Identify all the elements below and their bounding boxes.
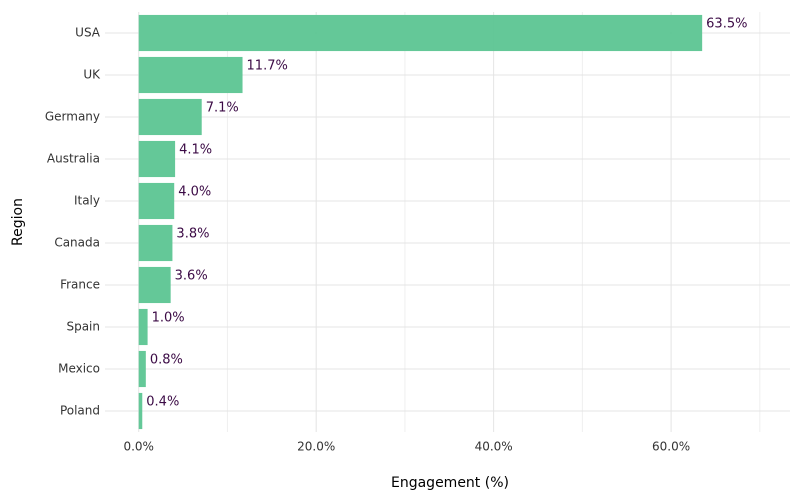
y-tick-label: Italy xyxy=(74,194,100,208)
value-label: 3.6% xyxy=(175,269,208,284)
bar xyxy=(138,266,171,304)
bar xyxy=(138,182,175,220)
value-label: 0.8% xyxy=(150,353,183,368)
bar xyxy=(138,224,173,262)
bar xyxy=(138,14,703,52)
bar xyxy=(138,350,146,388)
y-axis-title: Region xyxy=(10,198,26,246)
x-tick-label: 20.0% xyxy=(297,440,335,454)
value-label: 3.8% xyxy=(176,227,209,242)
value-label: 1.0% xyxy=(152,311,185,326)
y-tick-label: Spain xyxy=(66,320,100,334)
bar xyxy=(138,392,143,430)
y-tick-label: UK xyxy=(83,68,101,82)
bar xyxy=(138,98,202,136)
bar xyxy=(138,140,176,178)
y-tick-label: USA xyxy=(75,26,101,40)
x-tick-label: 0.0% xyxy=(123,440,154,454)
y-tick-label: Canada xyxy=(54,236,100,250)
value-label: 11.7% xyxy=(247,59,288,74)
y-tick-label: Australia xyxy=(47,152,100,166)
bar xyxy=(138,308,148,346)
y-tick-label: France xyxy=(60,278,100,292)
value-label: 63.5% xyxy=(706,17,747,32)
y-tick-label: Germany xyxy=(45,110,100,124)
x-tick-label: 60.0% xyxy=(652,440,690,454)
bar xyxy=(138,56,243,94)
x-axis-title: Engagement (%) xyxy=(391,475,509,491)
x-tick-label: 40.0% xyxy=(475,440,513,454)
value-label: 7.1% xyxy=(206,101,239,116)
value-label: 4.0% xyxy=(178,185,211,200)
value-label: 4.1% xyxy=(179,143,212,158)
y-tick-label: Mexico xyxy=(58,362,100,376)
value-label: 0.4% xyxy=(146,395,179,410)
y-tick-label: Poland xyxy=(60,404,100,418)
